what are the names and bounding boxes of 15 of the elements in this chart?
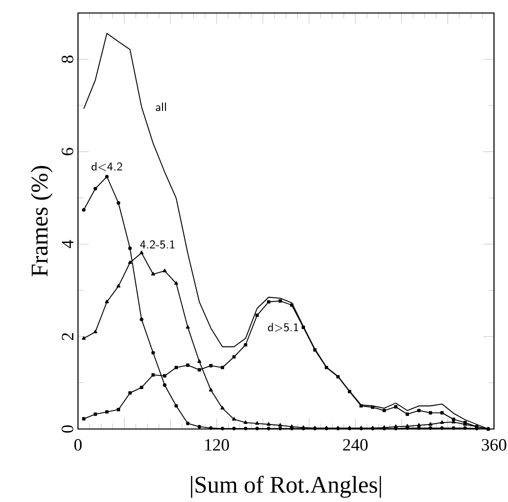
x-axis-title: |Sum of Rot.Angles|: [191, 476, 381, 498]
x-tick-label: 360: [482, 439, 506, 451]
y-tick-label: 8: [62, 56, 74, 63]
x-tick-label: 240: [343, 439, 368, 451]
annotation: d<4.2: [92, 162, 122, 172]
annotation: 4.2-5.1: [140, 240, 174, 249]
annotation: all: [156, 102, 166, 112]
x-tick-label: 120: [205, 439, 229, 451]
x-tick-label: 0: [74, 439, 82, 451]
y-axis-title: Frames (%): [30, 166, 53, 276]
y-tick-label: 2: [62, 333, 74, 340]
y-tick-label: 0: [62, 425, 74, 433]
y-tick-label: 4: [62, 240, 74, 248]
annotation: d>5.1: [268, 322, 298, 332]
y-tick-label: 6: [62, 148, 74, 156]
